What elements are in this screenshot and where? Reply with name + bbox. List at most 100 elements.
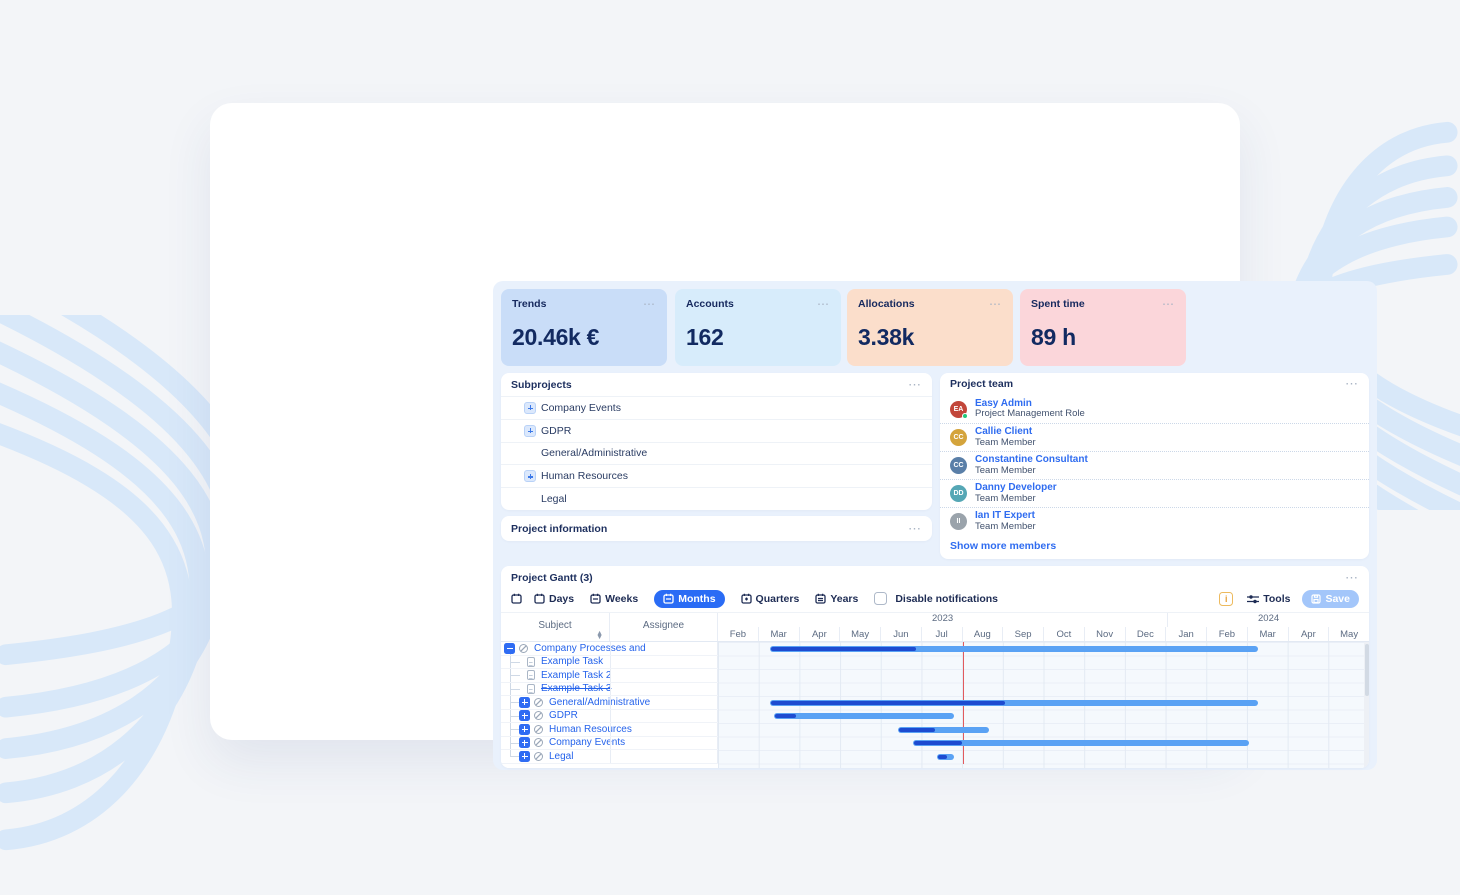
subject-column-header: Subject — [538, 620, 572, 631]
month-label: May — [1328, 627, 1369, 641]
calendar-plus-icon — [740, 593, 752, 604]
date-picker-button[interactable] — [511, 593, 522, 604]
collapse-icon[interactable] — [504, 642, 515, 654]
gantt-bar[interactable] — [770, 645, 1258, 652]
view-quarters-button[interactable]: Quarters — [740, 593, 799, 605]
tree-connector — [510, 649, 511, 757]
expand-icon[interactable] — [519, 723, 530, 735]
member-name-link[interactable]: Ian IT Expert — [975, 510, 1036, 522]
expand-icon[interactable] — [524, 470, 536, 483]
no-assignee-icon — [534, 738, 543, 748]
gantt-bar[interactable] — [937, 753, 954, 760]
team-member-row: II Ian IT Expert Team Member — [940, 507, 1369, 535]
year-header-row: 2023 2024 — [718, 613, 1369, 627]
gantt-bar[interactable] — [913, 740, 1249, 747]
task-subject-link[interactable]: Example Task 2 — [541, 669, 612, 681]
panel-menu-button[interactable] — [1345, 380, 1359, 388]
panel-menu-button[interactable] — [908, 381, 922, 389]
month-label: Aug — [961, 627, 1003, 641]
gantt-bar[interactable] — [773, 713, 954, 720]
subproject-link[interactable]: Legal — [541, 493, 567, 506]
panel-title: Project information — [511, 522, 608, 535]
gantt-row: Example Task 3 — [501, 682, 718, 696]
subproject-link[interactable]: Human Resources — [541, 470, 628, 483]
expand-icon[interactable] — [524, 401, 536, 414]
project-gantt-panel: Project Gantt (3) Days Weeks Months Quar… — [501, 566, 1369, 768]
assignee-column-header: Assignee — [642, 620, 685, 631]
month-label: Sep — [1002, 627, 1043, 641]
task-subject-link[interactable]: General/Administrative — [549, 696, 651, 708]
no-assignee-icon — [534, 724, 543, 734]
member-name-link[interactable]: Constantine Consultant — [975, 454, 1088, 466]
disable-notifications-label[interactable]: Disable notifications — [895, 592, 999, 605]
save-icon — [1311, 593, 1322, 604]
assignee-cell — [610, 723, 718, 736]
month-label: Apr — [1287, 627, 1329, 641]
stat-menu-button[interactable] — [1162, 300, 1175, 308]
month-label: Jul — [920, 627, 962, 641]
task-subject-link[interactable]: Example Task 3 — [541, 683, 612, 695]
stat-menu-button[interactable] — [989, 300, 1002, 308]
gantt-bar[interactable] — [770, 699, 1258, 706]
month-label: Feb — [1206, 627, 1247, 641]
project-information-panel: Project information — [501, 516, 932, 541]
panel-menu-button[interactable] — [908, 525, 922, 533]
scrollbar-thumb[interactable] — [1364, 644, 1369, 696]
subproject-row: Company Events — [501, 396, 932, 419]
task-subject-link[interactable]: Legal — [549, 750, 574, 762]
gantt-row: Example Task 2 — [501, 669, 718, 683]
expand-icon[interactable] — [519, 750, 530, 762]
view-weeks-button[interactable]: Weeks — [590, 593, 638, 605]
subproject-link[interactable]: Company Events — [541, 401, 621, 414]
member-name-link[interactable]: Easy Admin — [975, 397, 1032, 409]
panel-title: Project Gantt (3) — [511, 571, 593, 584]
task-subject-link[interactable]: Example Task — [541, 656, 604, 668]
gantt-bar-progress — [938, 754, 947, 759]
month-label: Dec — [1124, 627, 1166, 641]
info-icon[interactable]: i — [1219, 591, 1234, 606]
calendar-icon — [590, 593, 601, 604]
expand-icon[interactable] — [519, 710, 530, 722]
disable-notifications-checkbox[interactable] — [874, 592, 888, 605]
view-days-button[interactable]: Days — [534, 593, 574, 605]
member-name-link[interactable]: Danny Developer — [975, 482, 1057, 494]
task-subject-link[interactable]: GDPR — [549, 710, 578, 722]
panel-title: Project team — [950, 378, 1014, 390]
task-icon — [527, 670, 535, 681]
expand-icon[interactable] — [524, 424, 536, 437]
subproject-row: Human Resources — [501, 464, 932, 487]
stat-menu-button[interactable] — [643, 300, 656, 308]
task-subject-link[interactable]: Company Processes and — [534, 642, 646, 654]
expand-icon[interactable] — [519, 737, 530, 749]
gantt-toolbar: Days Weeks Months Quarters Years Disable… — [501, 585, 1369, 613]
sort-icon[interactable] — [596, 632, 603, 640]
task-subject-link[interactable]: Human Resources — [549, 723, 632, 735]
no-assignee-icon — [534, 697, 543, 707]
timeline-row — [718, 723, 1369, 737]
task-subject-link[interactable]: Company Events — [549, 737, 626, 749]
subproject-link[interactable]: GDPR — [541, 424, 572, 437]
member-role: Team Member — [975, 464, 1036, 476]
subproject-link[interactable]: General/Administrative — [541, 447, 648, 460]
tools-button[interactable]: Tools — [1247, 593, 1290, 605]
gantt-task-list: Company Processes and Example Task Examp… — [501, 642, 718, 768]
month-label: Nov — [1083, 627, 1125, 641]
expand-icon[interactable] — [519, 696, 530, 708]
view-months-button-active[interactable]: Months — [654, 589, 725, 608]
member-name-link[interactable]: Callie Client — [975, 426, 1033, 438]
stat-value: 89 h — [1031, 324, 1076, 350]
assignee-cell — [610, 750, 718, 763]
gantt-bar[interactable] — [897, 726, 989, 733]
vertical-scrollbar — [1364, 642, 1369, 768]
timeline-row — [718, 750, 1369, 764]
team-member-row: CC Callie Client Team Member — [940, 423, 1369, 451]
panel-menu-button[interactable] — [1345, 574, 1359, 582]
show-more-members-link[interactable]: Show more members — [950, 540, 1057, 552]
year-label: 2023 — [932, 613, 954, 624]
save-button[interactable]: Save — [1302, 589, 1359, 608]
view-years-button[interactable]: Years — [815, 593, 858, 605]
no-assignee-icon — [534, 751, 543, 761]
gantt-body: Company Processes and Example Task Examp… — [501, 642, 1369, 768]
stat-menu-button[interactable] — [817, 300, 830, 308]
month-label: Mar — [757, 627, 799, 641]
